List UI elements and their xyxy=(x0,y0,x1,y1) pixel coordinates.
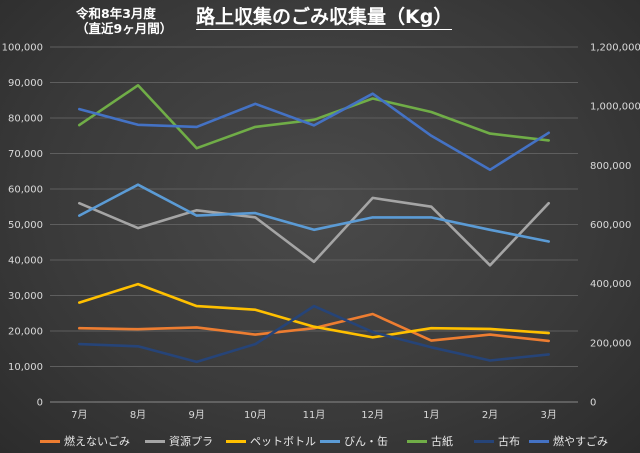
legend-item: 資源プラ xyxy=(145,432,213,450)
x-tick-label: 8月 xyxy=(130,409,146,421)
x-tick-label: 2月 xyxy=(482,409,498,421)
x-tick-label: 11月 xyxy=(303,409,326,421)
legend-item: 古紙 xyxy=(407,432,453,450)
legend-label: 資源プラ xyxy=(169,435,213,448)
series-line xyxy=(78,282,551,339)
legend-label: 燃えないごみ xyxy=(64,435,130,448)
y-right-tick-label: 1,000,000 xyxy=(590,102,640,113)
y-left-tick-label: 30,000 xyxy=(8,291,43,302)
legend-label: 古布 xyxy=(498,435,520,448)
legend-label: ペットボトル xyxy=(250,435,316,448)
legend-item: 古布 xyxy=(474,432,520,450)
series-lines xyxy=(78,84,551,364)
y-right-tick-label: 400,000 xyxy=(590,279,631,290)
x-tick-label: 9月 xyxy=(188,409,204,421)
x-tick-label: 1月 xyxy=(423,409,439,421)
legend-label: びん・缶 xyxy=(344,435,388,448)
x-tick-label: 7月 xyxy=(71,409,87,421)
y-left-tick-label: 50,000 xyxy=(8,220,43,231)
series-line xyxy=(78,312,551,343)
legend-item: ペットボトル xyxy=(226,432,316,450)
legend-swatch xyxy=(474,439,494,443)
legend-swatch xyxy=(529,439,549,443)
y-right-tick-label: 200,000 xyxy=(590,338,631,349)
y-right-tick-label: 1,200,000 xyxy=(590,43,640,54)
x-tick-label: 3月 xyxy=(540,409,556,421)
legend-swatch xyxy=(145,439,165,443)
legend-label: 燃やすごみ xyxy=(553,435,608,448)
y-left-tick-label: 20,000 xyxy=(8,327,43,338)
legend: 燃えないごみ 資源プラ ペットボトル びん・缶 古紙 古布 燃やすごみ xyxy=(0,432,640,450)
x-tick-label: 10月 xyxy=(244,409,267,421)
y-left-tick-label: 10,000 xyxy=(8,362,43,373)
y-left-tick-label: 100,000 xyxy=(2,43,43,54)
y-left-tick-label: 90,000 xyxy=(8,78,43,89)
legend-swatch xyxy=(226,439,246,443)
legend-item: びん・缶 xyxy=(320,432,388,450)
legend-swatch xyxy=(407,439,427,443)
chart-subtitle-period: 令和8年3月度 xyxy=(76,6,156,21)
y-right-tick-label: 600,000 xyxy=(590,220,631,231)
chart-subtitle-range: （直近9ヶ月間） xyxy=(76,21,173,36)
legend-swatch xyxy=(320,439,340,443)
series-line xyxy=(78,196,551,267)
series-line xyxy=(78,92,551,172)
y-left-tick-label: 0 xyxy=(37,398,43,409)
y-axis-left-ticks: 0 10,000 20,000 30,000 40,000 50,000 60,000 70,… xyxy=(2,43,43,409)
y-left-tick-label: 70,000 xyxy=(8,149,43,160)
chart-title: 路上収集のごみ収集量（Kg） xyxy=(196,6,453,30)
y-axis-right-ticks: 0 200,000 400,000 600,000 800,000 1,000,000 1,… xyxy=(590,43,640,409)
y-left-tick-label: 80,000 xyxy=(8,114,43,125)
series-line xyxy=(78,84,551,150)
y-right-tick-label: 0 xyxy=(590,398,596,409)
y-left-tick-label: 40,000 xyxy=(8,256,43,267)
x-axis-ticks: 7月 8月 9月 10月 11月 12月 1月 2月 3月 xyxy=(71,409,557,421)
legend-item: 燃やすごみ xyxy=(529,432,608,450)
legend-swatch xyxy=(40,439,60,443)
legend-item: 燃えないごみ xyxy=(40,432,130,450)
y-left-tick-label: 60,000 xyxy=(8,185,43,196)
series-line xyxy=(78,183,551,243)
legend-label: 古紙 xyxy=(431,435,453,448)
x-tick-label: 12月 xyxy=(361,409,384,421)
series-line xyxy=(78,304,551,364)
y-right-tick-label: 800,000 xyxy=(590,161,631,172)
